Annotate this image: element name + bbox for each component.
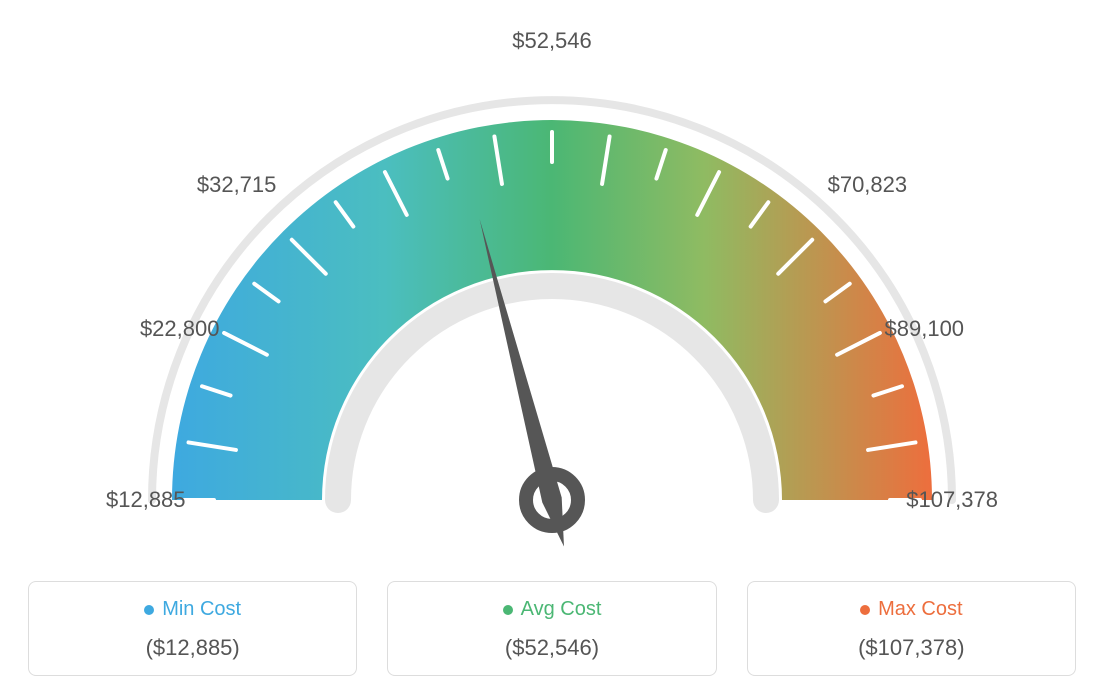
legend-card-avg: Avg Cost ($52,546) bbox=[387, 581, 716, 676]
legend-card-max: Max Cost ($107,378) bbox=[747, 581, 1076, 676]
gauge-scale-label: $70,823 bbox=[828, 172, 908, 198]
gauge-scale-label: $22,800 bbox=[140, 316, 220, 342]
legend-title-max: Max Cost bbox=[748, 598, 1075, 621]
gauge-scale-label: $107,378 bbox=[906, 487, 998, 513]
gauge-scale-label: $12,885 bbox=[106, 487, 186, 513]
legend-title-avg: Avg Cost bbox=[388, 598, 715, 621]
gauge-svg bbox=[0, 0, 1104, 560]
dot-icon-max bbox=[860, 605, 870, 615]
gauge-scale-label: $32,715 bbox=[197, 172, 277, 198]
legend-row: Min Cost ($12,885) Avg Cost ($52,546) Ma… bbox=[0, 581, 1104, 676]
legend-title-min-text: Min Cost bbox=[162, 598, 241, 621]
gauge-scale-label: $52,546 bbox=[512, 28, 592, 54]
gauge-scale-label: $89,100 bbox=[885, 316, 965, 342]
dot-icon-avg bbox=[503, 605, 513, 615]
legend-value-avg: ($52,546) bbox=[388, 635, 715, 661]
legend-title-min: Min Cost bbox=[29, 598, 356, 621]
legend-title-max-text: Max Cost bbox=[878, 598, 962, 621]
cost-gauge: $12,885 $22,800 $32,715 $52,546 $70,823 $89,1… bbox=[0, 0, 1104, 560]
legend-value-min: ($12,885) bbox=[29, 635, 356, 661]
legend-value-max: ($107,378) bbox=[748, 635, 1075, 661]
legend-card-min: Min Cost ($12,885) bbox=[28, 581, 357, 676]
legend-title-avg-text: Avg Cost bbox=[521, 598, 602, 621]
dot-icon-min bbox=[144, 605, 154, 615]
